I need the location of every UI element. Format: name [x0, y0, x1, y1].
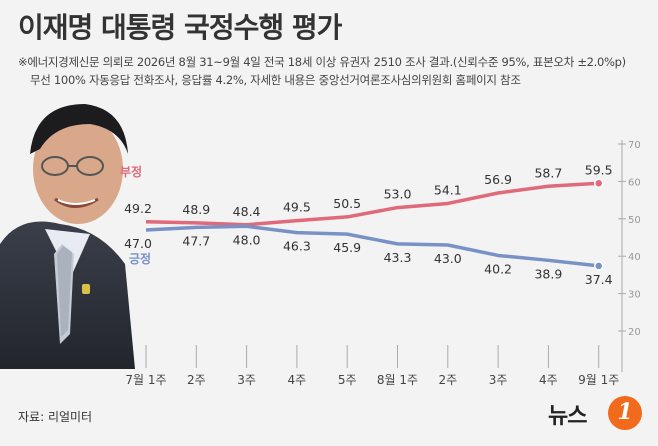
data-label: 48.9 — [182, 202, 210, 217]
series-line-positive — [145, 224, 599, 268]
y-tick-label: 50 — [628, 215, 641, 226]
x-tick-label: 4주 — [539, 373, 558, 387]
y-tick-label: 60 — [628, 177, 641, 188]
x-tick-label: 5주 — [338, 373, 357, 387]
data-label: 58.7 — [534, 165, 562, 180]
x-tick-label: 8월 1주 — [377, 373, 418, 387]
x-tick-label: 3주 — [237, 373, 256, 387]
data-label: 43.0 — [434, 251, 462, 266]
source-credit: 자료: 리얼미터 — [18, 410, 93, 424]
page-title: 이재명 대통령 국정수행 평가 — [18, 11, 342, 44]
y-tick-label: 40 — [628, 252, 641, 263]
x-tick-label: 2주 — [187, 373, 206, 387]
y-tick-label: 20 — [628, 327, 641, 338]
news1-logo: 뉴스 1 — [548, 396, 648, 436]
data-label: 54.1 — [434, 182, 462, 197]
survey-note-line1: ※에너지경제신문 의뢰로 2026년 8월 31~9월 4일 전국 18세 이상… — [18, 55, 626, 69]
legend-label-negative: 부정 — [120, 164, 142, 179]
x-tick-label: 9월 1주 — [578, 373, 619, 387]
data-label: 37.4 — [585, 272, 613, 287]
data-label: 53.0 — [384, 187, 412, 202]
series-endpoint-negative — [593, 178, 604, 189]
data-label: 40.2 — [484, 261, 512, 276]
logo-text: 뉴스 — [548, 404, 587, 429]
data-label: 49.2 — [124, 201, 152, 216]
legend-label-positive: 긍정 — [129, 251, 151, 266]
y-tick-label: 70 — [628, 140, 641, 151]
person-photo — [0, 104, 135, 369]
y-tick-label: 30 — [628, 290, 641, 301]
data-label: 46.3 — [283, 239, 311, 254]
survey-note-line2: 무선 100% 자동응답 전화조사, 응답률 4.2%, 자세한 내용은 중앙선… — [30, 73, 521, 87]
series-line-negative — [145, 181, 599, 227]
x-tick-label: 2주 — [438, 373, 457, 387]
data-label: 56.9 — [484, 172, 512, 187]
series-endpoint-positive — [593, 261, 604, 271]
data-label: 47.0 — [124, 236, 152, 251]
data-label: 47.7 — [182, 233, 210, 248]
data-label: 38.9 — [534, 266, 562, 281]
data-label: 45.9 — [333, 240, 361, 255]
x-tick-label: 7월 1주 — [125, 373, 166, 387]
x-tick-label: 4주 — [288, 373, 307, 387]
x-tick-label: 3주 — [489, 373, 508, 387]
data-label: 48.4 — [233, 204, 261, 219]
data-label: 59.5 — [585, 162, 613, 177]
data-label: 48.0 — [233, 232, 261, 247]
data-label: 50.5 — [333, 196, 361, 211]
data-label: 49.5 — [283, 200, 311, 215]
data-label: 43.3 — [384, 250, 412, 265]
logo-badge: 1 — [608, 396, 642, 430]
